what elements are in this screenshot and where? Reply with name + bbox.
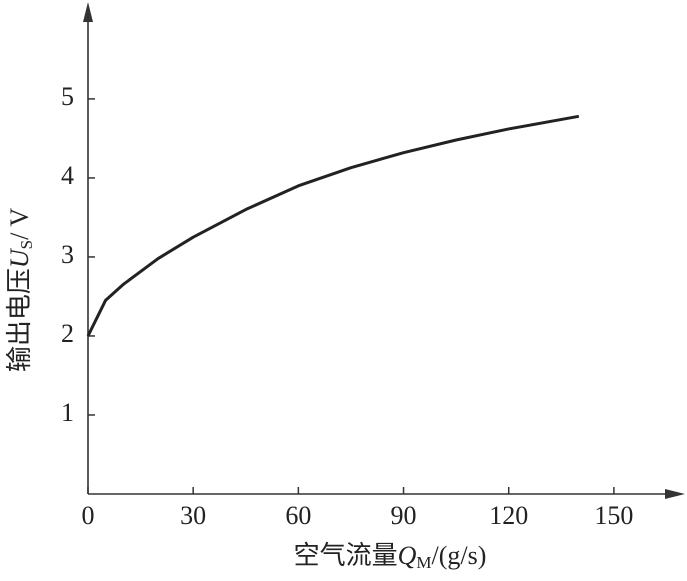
x-label-subscript: M (416, 553, 431, 572)
x-label-unit: /(g/s) (432, 541, 487, 570)
x-tick-label: 30 (180, 501, 206, 530)
x-axis-label: 空气流量QM/(g/s) (294, 541, 487, 572)
y-label-subscript: S (17, 240, 36, 249)
x-arrow (665, 489, 685, 499)
y-arrow (83, 2, 93, 22)
x-tick-label: 0 (82, 501, 95, 530)
axes (83, 2, 685, 499)
data-line (86, 114, 580, 337)
x-label-symbol: Q (398, 541, 417, 570)
y-label-symbol: U (5, 247, 34, 268)
y-axis-label: 输出电压US/ V (5, 208, 36, 373)
y-label-text: 输出电压 (5, 268, 34, 372)
y-label-unit: / V (5, 208, 34, 240)
y-tick-label: 3 (61, 240, 74, 269)
y-tick-label: 2 (61, 319, 74, 348)
x-tick-label: 150 (594, 501, 633, 530)
x-tick-label: 120 (489, 501, 528, 530)
x-label-text: 空气流量 (294, 541, 398, 570)
y-tick-label: 5 (61, 82, 74, 111)
y-tick-label: 4 (61, 161, 74, 190)
x-tick-label: 60 (285, 501, 311, 530)
y-tick-label: 1 (61, 398, 74, 427)
x-tick-label: 90 (391, 501, 417, 530)
